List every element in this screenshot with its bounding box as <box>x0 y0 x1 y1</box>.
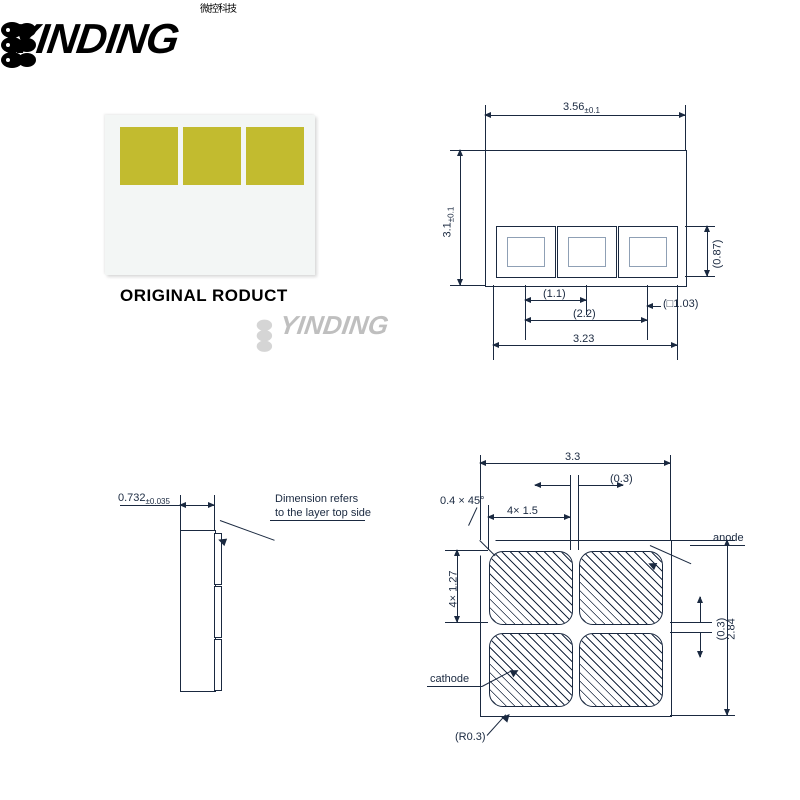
hatch <box>580 634 662 706</box>
dim-gap-r1 <box>700 632 701 657</box>
hatch <box>490 634 572 706</box>
dim-323 <box>493 345 677 346</box>
pad-br <box>579 633 663 707</box>
dim-087 <box>707 226 708 276</box>
dim-die-leader <box>647 306 661 307</box>
note-line1: Dimension refers <box>275 493 358 505</box>
ext-line <box>570 475 571 550</box>
note-underline <box>270 520 365 521</box>
ext-line <box>677 285 678 360</box>
dim-323-label: 3.23 <box>573 333 594 345</box>
product-render <box>105 115 315 275</box>
note-line2: to the layer top side <box>275 507 371 519</box>
note-leader <box>220 520 275 541</box>
led-pad-2 <box>183 127 241 185</box>
sideview-layer-3 <box>214 639 222 691</box>
ext-line <box>525 285 526 340</box>
chamfer-leader <box>468 507 477 526</box>
topview-cell-3 <box>618 226 678 278</box>
ext-line <box>214 495 215 530</box>
dim-11 <box>525 300 586 301</box>
dim-width-label: 3.56±0.1 <box>563 101 600 115</box>
dim-height <box>460 150 461 285</box>
dim-gap-top2 <box>535 485 570 486</box>
dim-33 <box>480 463 670 464</box>
ext-line <box>488 505 489 550</box>
ext-line <box>578 475 579 550</box>
hatch <box>490 552 572 624</box>
ext-line <box>685 226 715 227</box>
anode-underline <box>690 545 745 546</box>
pad-tl <box>489 551 573 625</box>
dim-4x15 <box>488 517 570 518</box>
sideview-note: Dimension refers to the layer top side <box>275 493 371 521</box>
cathode-underline <box>427 686 482 687</box>
ext-line <box>445 622 488 623</box>
led-pad-1 <box>120 127 178 185</box>
led-pad-3 <box>246 127 304 185</box>
dim-die-label: (□1.03) <box>663 298 698 310</box>
topview-cell-2 <box>557 226 617 278</box>
cathode-label: cathode <box>430 673 469 685</box>
sideview-drawing: 0.732±0.035 Dimension refers to the laye… <box>70 475 430 695</box>
ext-line <box>670 622 712 623</box>
product-caption: ORIGINAL RODUCT <box>120 286 288 306</box>
dim-284-label: 2.84 <box>726 618 738 639</box>
dim-gap-top <box>578 485 623 486</box>
sideview-slab <box>180 530 216 692</box>
dim-gap-top-label: (0.3) <box>610 473 633 485</box>
topview-cell-1 <box>496 226 556 278</box>
ext-line <box>670 632 712 633</box>
dim-gap-r2 <box>700 597 701 622</box>
dim-087-label: (0.87) <box>711 240 723 269</box>
dim-4x15-label: 4× 1.5 <box>507 505 538 517</box>
topview-body <box>485 150 687 287</box>
dim-thick-label: 0.732±0.035 <box>118 492 170 506</box>
ext-line <box>493 285 494 360</box>
topview-drawing: 3.56±0.1 3.1±0.1 (0.87) (1.1) (2.2) (□1.… <box>445 95 765 335</box>
brand-logo: YINDING <box>7 15 182 63</box>
brand-sub: 微控科技 <box>200 0 236 15</box>
ext-line <box>670 455 671 540</box>
dim-r03-label: (R0.3) <box>455 731 486 743</box>
footprint-body <box>480 540 672 717</box>
ext-line <box>450 285 485 286</box>
ext-line <box>450 150 485 151</box>
dim-thick <box>180 505 214 506</box>
ext-line <box>180 495 181 530</box>
ext-line <box>445 550 488 551</box>
dim-4x127-label: 4× 1.27 <box>448 570 460 607</box>
dim-33-label: 3.3 <box>565 451 580 463</box>
ext-line <box>685 276 715 277</box>
dim-chamfer-label: 0.4 × 45° <box>440 495 484 507</box>
brand-watermark: YINDING <box>278 310 391 341</box>
dim-height-label: 3.1±0.1 <box>441 207 455 238</box>
footprint-drawing: 3.3 (0.3) 0.4 × 45° 4× 1.5 4× 1.27 anode… <box>435 455 770 765</box>
ext-line <box>647 285 648 340</box>
sideview-layer-2 <box>214 586 222 638</box>
dim-22 <box>525 320 647 321</box>
dim-22-label: (2.2) <box>573 308 596 320</box>
pad-bl <box>489 633 573 707</box>
dim-11-label: (1.1) <box>543 288 566 300</box>
